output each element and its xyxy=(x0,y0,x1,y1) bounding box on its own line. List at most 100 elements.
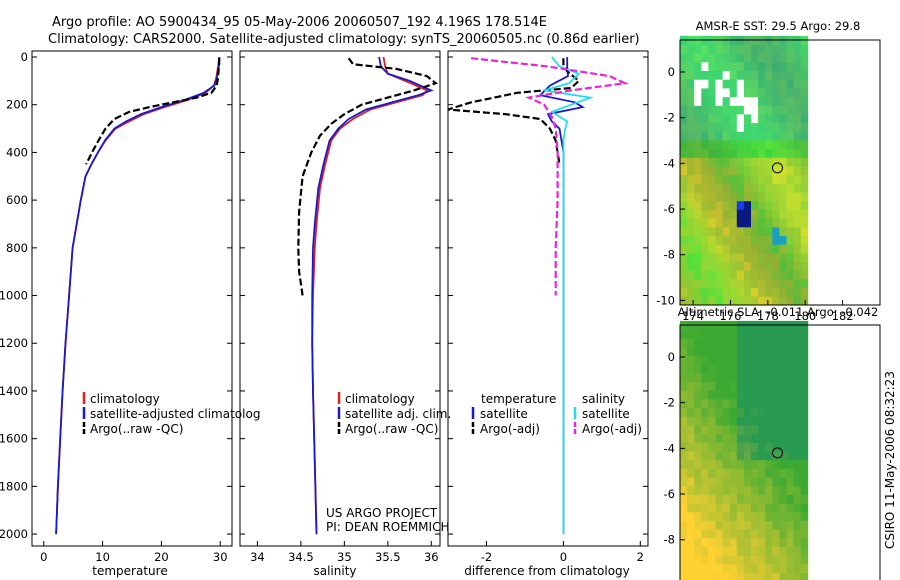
map-cell xyxy=(786,355,794,365)
map-cell xyxy=(687,96,695,106)
map-cell xyxy=(729,477,738,487)
map-cell xyxy=(736,70,745,80)
map-cell xyxy=(729,88,738,98)
difference-plot: -2 0 2 xyxy=(447,56,648,564)
map-cell xyxy=(786,218,794,228)
map-cell xyxy=(715,96,723,106)
map-cell xyxy=(729,390,738,400)
map-cell xyxy=(722,192,731,202)
map-cell xyxy=(743,416,752,426)
map-cell xyxy=(758,105,766,115)
map-cell xyxy=(708,140,716,150)
map-cell xyxy=(743,131,752,141)
map-cell xyxy=(722,61,731,71)
map-cell xyxy=(751,485,759,495)
map-cell xyxy=(765,70,773,80)
map-cell xyxy=(722,200,731,210)
map-cell xyxy=(751,338,759,348)
map-cell xyxy=(694,416,702,426)
map-cell xyxy=(687,546,695,556)
argo-position-marker xyxy=(771,447,783,459)
map-cell xyxy=(751,529,759,539)
map-cell xyxy=(680,252,688,262)
map-cell xyxy=(701,61,709,71)
map-cell xyxy=(743,105,752,115)
map-cell xyxy=(708,166,716,176)
map-cell xyxy=(708,407,716,417)
map-cell xyxy=(736,140,745,150)
map-cell xyxy=(729,235,738,245)
map-cell xyxy=(722,346,731,356)
map-cell xyxy=(751,174,759,184)
map-cell xyxy=(779,364,787,374)
map-cell xyxy=(715,226,723,236)
map-cell xyxy=(687,564,695,574)
map-cell xyxy=(680,555,688,565)
map-cell xyxy=(758,520,766,530)
map-cell xyxy=(751,381,759,391)
map-cell xyxy=(800,183,809,193)
map-cell xyxy=(694,166,702,176)
map-cell xyxy=(715,520,723,530)
map-cell xyxy=(708,122,716,132)
map-cell xyxy=(729,329,738,339)
map-cell xyxy=(758,407,766,417)
map-cell xyxy=(793,44,802,54)
map-cell xyxy=(736,166,745,176)
map-cell xyxy=(701,296,709,306)
map-cell xyxy=(708,459,716,469)
map-cell xyxy=(772,70,780,80)
map-cell xyxy=(786,192,794,202)
map-cell xyxy=(779,477,787,487)
legend-temperature-title: temperature xyxy=(481,392,556,406)
map-cell xyxy=(701,166,709,176)
map-cell xyxy=(786,61,794,71)
map-cell xyxy=(743,407,752,417)
map-cell xyxy=(800,157,809,167)
map-cell xyxy=(793,296,802,306)
map-cell xyxy=(786,53,794,63)
map-cell xyxy=(772,209,780,219)
map-cell xyxy=(786,279,794,289)
map-cell xyxy=(743,555,752,565)
map-cell xyxy=(708,503,716,513)
map-cell xyxy=(694,494,702,504)
map-cell xyxy=(786,511,794,521)
map-cell xyxy=(701,468,709,478)
map-cell xyxy=(765,416,773,426)
map-cell xyxy=(779,192,787,202)
map-cell xyxy=(743,477,752,487)
map-cell xyxy=(722,148,731,158)
map-cell xyxy=(751,114,759,124)
map-cell xyxy=(793,373,802,383)
map-cell xyxy=(800,252,809,262)
map-cell xyxy=(694,183,702,193)
map-cell xyxy=(793,503,802,513)
map-cell xyxy=(729,346,738,356)
map-cell xyxy=(715,235,723,245)
map-cell xyxy=(687,131,695,141)
map-cell xyxy=(729,564,738,574)
map-cell xyxy=(687,200,695,210)
map-cell xyxy=(793,329,802,339)
map-cell xyxy=(694,53,702,63)
map-cell xyxy=(751,451,759,461)
map-cell xyxy=(765,44,773,54)
map-cell xyxy=(736,364,745,374)
map-cell xyxy=(708,226,716,236)
map-cell xyxy=(722,157,731,167)
map-cell xyxy=(758,511,766,521)
map-cell xyxy=(729,433,738,443)
series-line-argo-raw-qc- xyxy=(297,57,438,296)
map-cell xyxy=(793,105,802,115)
map-cell xyxy=(800,218,809,228)
map-cell xyxy=(722,537,731,547)
y-tick-label: -6 xyxy=(664,487,675,501)
map-cell xyxy=(765,442,773,452)
map-cell xyxy=(715,537,723,547)
map-cell xyxy=(765,511,773,521)
map-cell xyxy=(736,555,745,565)
map-cell xyxy=(715,529,723,539)
map-cell xyxy=(743,88,752,98)
map-cell xyxy=(786,44,794,54)
